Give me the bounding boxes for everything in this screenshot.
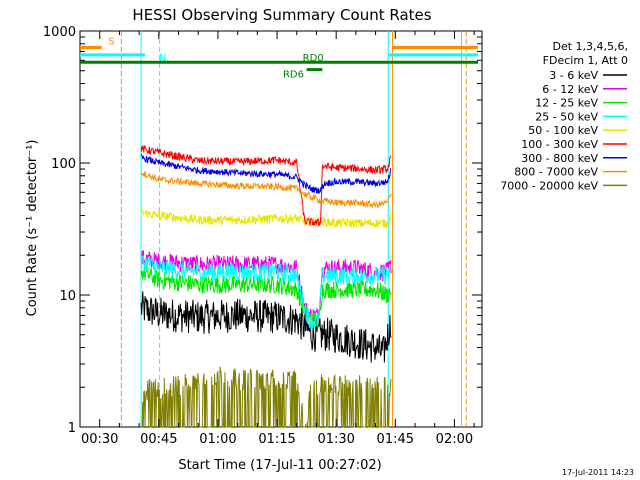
x-axis-label: Start Time (17-Jul-11 00:27:02) [178, 458, 381, 473]
x-tick-label-2: 01:00 [199, 432, 236, 447]
legend-label-0: 3 - 6 keV [549, 69, 598, 82]
y-tick-label-1: 10 [59, 289, 76, 304]
legend-label-3: 25 - 50 keV [535, 110, 598, 123]
series-line-2 [140, 264, 392, 329]
y-axis-label: Count Rate (s⁻¹ detector⁻¹) [25, 140, 40, 317]
series-line-7 [140, 170, 392, 208]
x-tick-label-3: 01:15 [258, 432, 295, 447]
flag-label-rd6: RD6 [283, 70, 304, 81]
plot-frame [79, 30, 483, 428]
series-line-6 [140, 154, 392, 195]
series-line-3 [140, 252, 392, 331]
series-line-8 [141, 366, 392, 428]
legend-label-4: 50 - 100 keV [528, 124, 598, 137]
legend-label-7: 800 - 7000 keV [514, 166, 598, 179]
legend-label-8: 7000 - 20000 keV [500, 179, 598, 192]
legend-title-line-1: Det 1,3,4,5,6, [552, 40, 628, 53]
flag-label-rd0: RD0 [303, 53, 324, 64]
x-tick-label-6: 02:00 [436, 432, 473, 447]
axes: 00:30 00:45 01:00 01:15 01:30 01:45 02:00 1 10 10… [43, 25, 482, 447]
flag-label-s: S [108, 36, 114, 47]
series-line-5 [140, 145, 392, 227]
x-tick-label-0: 00:30 [81, 432, 118, 447]
x-tick-label-5: 01:45 [377, 432, 414, 447]
footer-timestamp: 17-Jul-2011 14:23 [562, 468, 634, 477]
legend-label-2: 12 - 25 keV [535, 97, 598, 110]
flag-bars: S N RD0 RD6 [80, 36, 479, 81]
y-tick-label-3: 1000 [43, 25, 76, 40]
legend-title-line-2: FDecim 1, Att 0 [543, 54, 628, 67]
flag-label-n: N [159, 53, 166, 64]
chart-title: HESSI Observing Summary Count Rates [132, 6, 431, 24]
x-tick-label-4: 01:30 [317, 432, 354, 447]
legend-label-1: 6 - 12 keV [542, 83, 598, 96]
y-tick-label-0: 1 [68, 421, 76, 436]
series-lines [140, 145, 392, 428]
legend-label-6: 300 - 800 keV [521, 152, 598, 165]
x-tick-label-1: 00:45 [140, 432, 177, 447]
series-line-4 [140, 209, 392, 230]
plot-area [79, 30, 483, 428]
vertical-markers [120, 31, 467, 427]
legend-label-5: 100 - 300 keV [521, 138, 598, 151]
y-tick-label-2: 100 [51, 157, 76, 172]
series-line-0 [140, 291, 392, 363]
